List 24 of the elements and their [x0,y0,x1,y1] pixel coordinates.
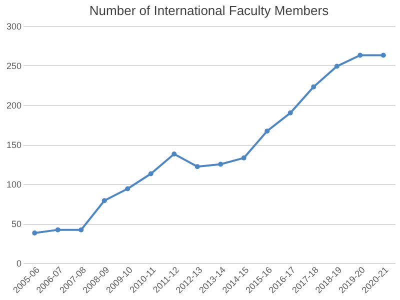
chart-title: Number of International Faculty Members [89,3,330,18]
point [172,151,177,156]
point [380,52,386,58]
point [264,128,270,134]
y-tick-label: 300 [6,22,22,32]
point [334,64,340,69]
point [102,198,107,204]
point [218,162,224,167]
point [288,110,293,116]
y-tick-label: 150 [6,140,22,150]
y-tick-label: 100 [6,180,22,190]
y-tick-label: 250 [6,61,22,71]
point [311,84,316,90]
point [32,230,38,236]
point [78,227,84,232]
point [358,52,363,58]
y-tick-label: 50 [11,219,22,229]
point [194,164,200,170]
point [55,227,60,232]
point [125,186,130,192]
y-tick-label: 200 [6,100,22,110]
point [148,171,154,176]
point [241,155,246,160]
y-tick-label: 0 [16,258,22,268]
